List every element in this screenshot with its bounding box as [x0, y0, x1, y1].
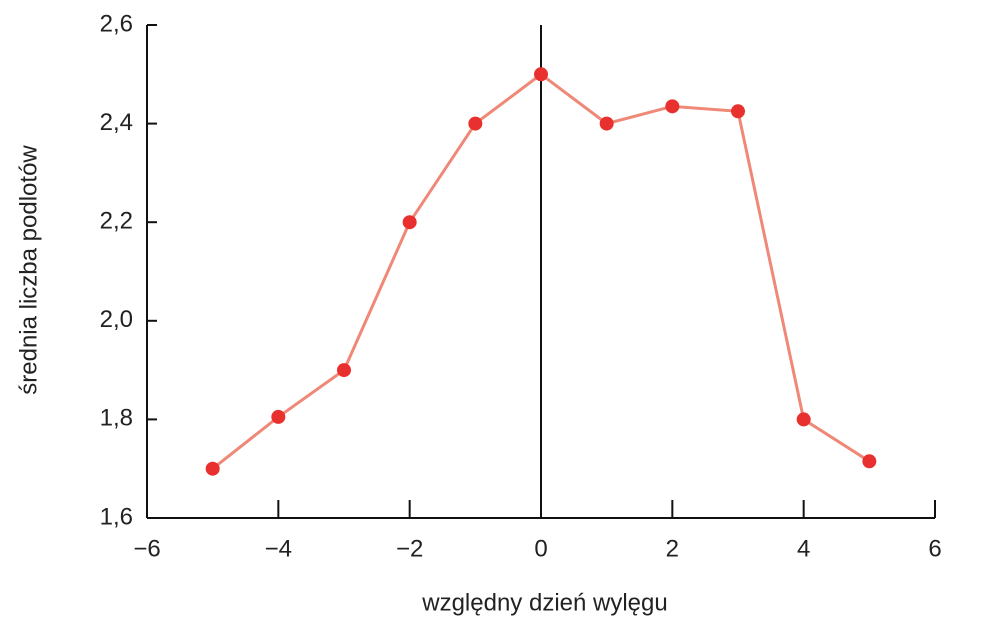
data-point [205, 461, 220, 476]
data-point [665, 99, 680, 114]
data-point [402, 215, 417, 230]
x-tick-label: 0 [534, 535, 547, 562]
data-point [796, 412, 811, 427]
y-tick-label: 2,0 [100, 306, 133, 333]
y-tick-label: 2,4 [100, 109, 133, 136]
x-axis-label: względny dzień wylęgu [421, 589, 667, 616]
y-tick-label: 2,2 [100, 208, 133, 235]
x-tick-label: −6 [133, 535, 160, 562]
data-point [468, 116, 483, 131]
x-tick-label: 6 [928, 535, 941, 562]
x-tick-label: 2 [666, 535, 679, 562]
data-point [731, 104, 745, 119]
x-tick-label: −2 [396, 535, 423, 562]
data-point [337, 363, 351, 378]
data-point [862, 454, 877, 469]
data-point [599, 116, 614, 131]
y-axis-label: średnia liczba podlotów [15, 145, 42, 395]
data-point [534, 67, 548, 82]
x-tick-label: 4 [797, 535, 810, 562]
data-point [271, 409, 286, 424]
x-tick-label: −4 [265, 535, 292, 562]
y-tick-label: 1,6 [100, 503, 133, 530]
y-tick-label: 2,6 [100, 10, 133, 37]
y-tick-label: 1,8 [100, 405, 133, 432]
